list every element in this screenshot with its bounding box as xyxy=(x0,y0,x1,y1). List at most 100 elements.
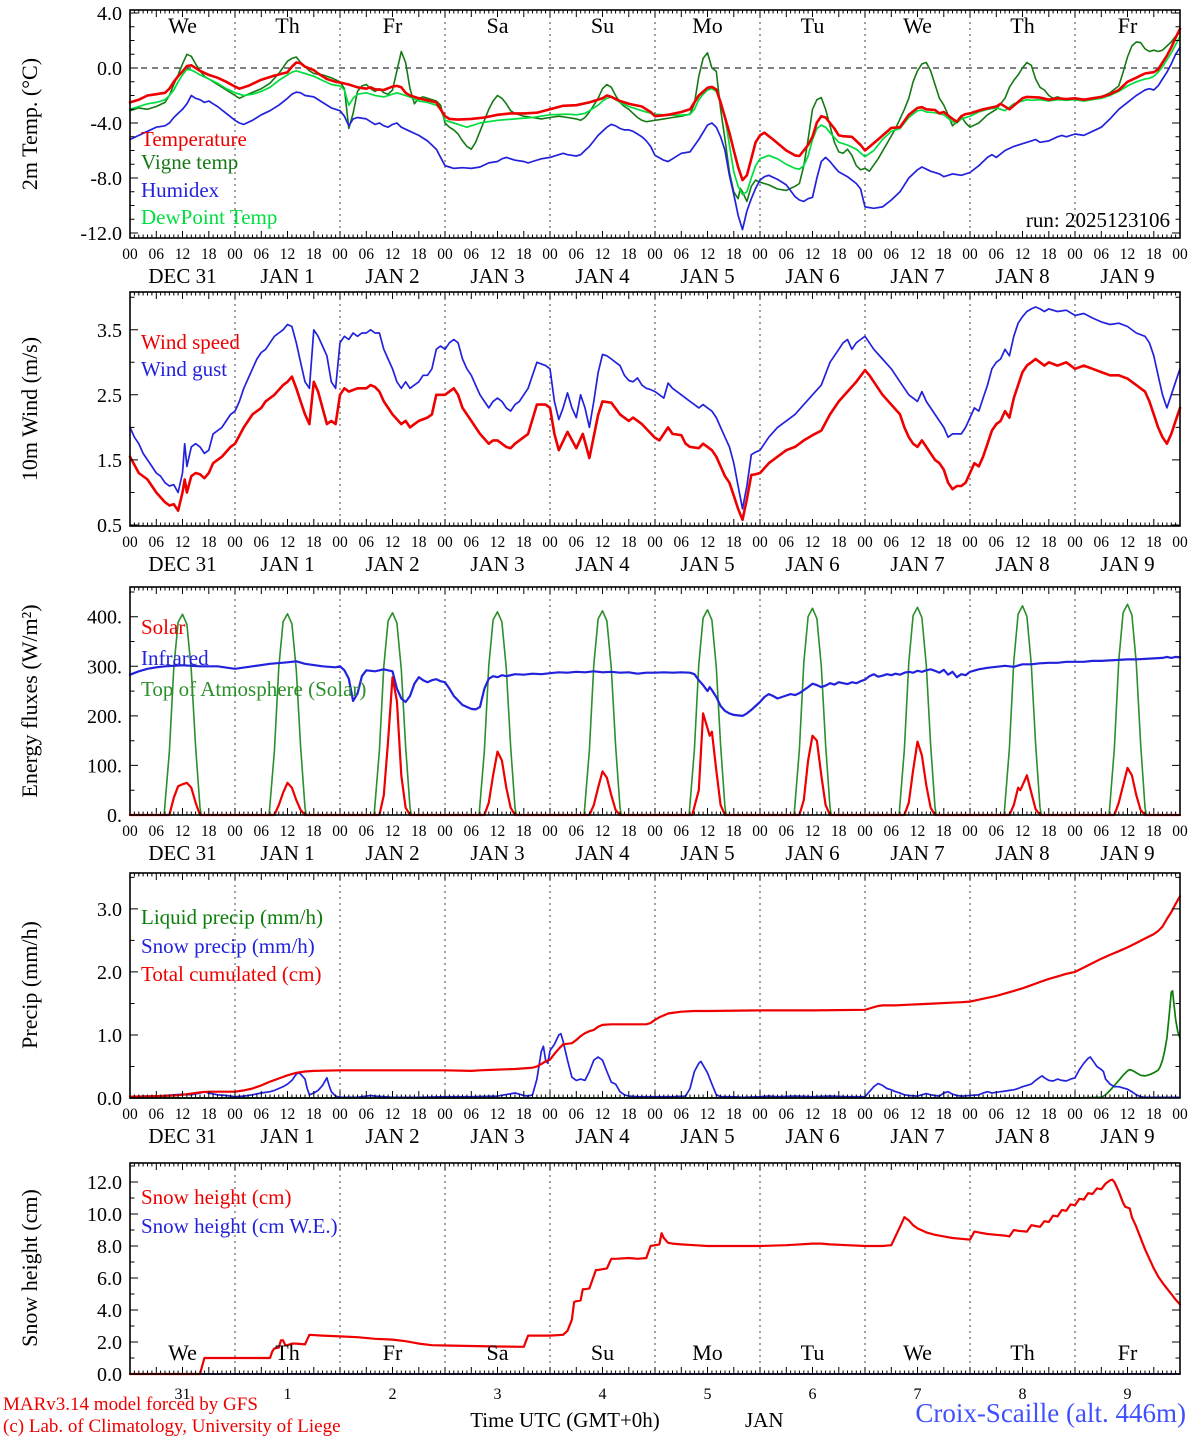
hour-label: 18 xyxy=(306,246,322,263)
legend-temperature: Temperature xyxy=(141,127,247,151)
hour-label: 06 xyxy=(989,1106,1005,1123)
y-tick-label: 10.0 xyxy=(87,1204,122,1226)
hour-label: 06 xyxy=(779,1106,795,1123)
hour-label: 18 xyxy=(726,823,742,840)
day-name-label: Su xyxy=(591,1340,614,1365)
run-label: run: 2025123106 xyxy=(1025,208,1170,232)
hour-label: 00 xyxy=(122,1106,138,1123)
hour-label: 06 xyxy=(149,534,165,551)
legend-dewpoint-temp: DewPoint Temp xyxy=(141,205,278,229)
month-label: JAN 7 xyxy=(890,264,944,288)
hour-label: 12 xyxy=(1015,1106,1031,1123)
month-label: JAN 7 xyxy=(890,552,944,576)
hour-label: 06 xyxy=(464,1106,480,1123)
month-label: JAN 3 xyxy=(470,552,524,576)
series-humidex xyxy=(129,46,1181,231)
day-name-label: Su xyxy=(591,13,614,38)
hour-label: 00 xyxy=(227,246,243,263)
y-tick-label: 1.0 xyxy=(97,1025,122,1047)
day-number-label: 2 xyxy=(389,1386,397,1403)
hour-label: 18 xyxy=(831,823,847,840)
hour-label: 12 xyxy=(910,534,926,551)
hour-label: 00 xyxy=(1067,534,1083,551)
hour-label: 18 xyxy=(726,1106,742,1123)
axis-ticks xyxy=(129,587,1181,816)
month-label: JAN 2 xyxy=(365,841,419,865)
series-total-cumulated xyxy=(128,895,1182,1098)
series-temperature xyxy=(128,27,1182,182)
hour-label: 00 xyxy=(647,823,663,840)
hour-label: 18 xyxy=(936,1106,952,1123)
legend-wind-speed: Wind speed xyxy=(141,330,240,354)
hour-label: 06 xyxy=(569,823,585,840)
hour-label: 12 xyxy=(385,246,401,263)
hour-label: 18 xyxy=(831,1106,847,1123)
y-tick-label: 6.0 xyxy=(97,1268,122,1290)
hour-label: 00 xyxy=(227,823,243,840)
day-name-label: Th xyxy=(275,13,299,38)
hour-label: 06 xyxy=(779,823,795,840)
month-label: JAN 8 xyxy=(995,552,1049,576)
hour-label: 18 xyxy=(621,246,637,263)
hour-label: 00 xyxy=(1172,534,1188,551)
y-tick-label: 4.0 xyxy=(97,3,122,25)
hour-label: 06 xyxy=(1094,246,1110,263)
hour-label: 06 xyxy=(464,246,480,263)
series-infrared xyxy=(128,655,1182,717)
hour-label: 18 xyxy=(1146,534,1162,551)
hour-label: 00 xyxy=(437,1106,453,1123)
day-name-label: Sa xyxy=(487,13,509,38)
hour-label: 00 xyxy=(437,823,453,840)
legend-snow-height: Snow height (cm) xyxy=(141,1185,292,1209)
panel-wind: 3.52.51.50.500 06 12 18 00 06 12 18 00 06 12 18 00 06… xyxy=(97,291,1188,576)
hour-label: 06 xyxy=(779,534,795,551)
y-axis-title-wind: 10m Wind (m/s) xyxy=(17,336,42,482)
panel-flux: 400.300.200.100.0.00 06 12 18 00 06 12 18 00 06 12… xyxy=(87,586,1188,865)
month-label: JAN 9 xyxy=(1100,1124,1154,1148)
hour-label: 12 xyxy=(1120,823,1136,840)
day-number-label: 5 xyxy=(704,1386,712,1403)
month-label: DEC 31 xyxy=(148,264,216,288)
hour-label: 00 xyxy=(962,534,978,551)
hour-label: 06 xyxy=(884,534,900,551)
hour-label: 12 xyxy=(910,1106,926,1123)
day-name-label: We xyxy=(168,1340,197,1365)
y-tick-label: -8.0 xyxy=(90,168,122,190)
month-label: JAN 5 xyxy=(680,552,734,576)
month-label: JAN 5 xyxy=(680,841,734,865)
hour-label: 00 xyxy=(752,1106,768,1123)
month-label: JAN 8 xyxy=(995,1124,1049,1148)
hour-label: 18 xyxy=(1146,246,1162,263)
hour-label: 12 xyxy=(385,534,401,551)
hour-label: 18 xyxy=(936,534,952,551)
hour-label: 18 xyxy=(1146,1106,1162,1123)
day-name-label: Mo xyxy=(692,1340,723,1365)
month-label: JAN 4 xyxy=(575,841,630,865)
hour-label: 06 xyxy=(674,534,690,551)
hour-label: 12 xyxy=(700,823,716,840)
day-number-label: 8 xyxy=(1019,1386,1027,1403)
hour-label: 00 xyxy=(1172,246,1188,263)
y-tick-label: 0.5 xyxy=(97,515,122,537)
hour-label: 06 xyxy=(254,246,270,263)
hour-label: 18 xyxy=(306,1106,322,1123)
hour-label: 18 xyxy=(201,534,217,551)
hour-label: 06 xyxy=(989,823,1005,840)
hour-label: 06 xyxy=(359,246,375,263)
hour-label: 00 xyxy=(962,246,978,263)
day-name-label: We xyxy=(903,1340,932,1365)
hour-label: 12 xyxy=(910,246,926,263)
hour-label: 00 xyxy=(227,1106,243,1123)
hour-label: 00 xyxy=(542,1106,558,1123)
day-name-label: Fr xyxy=(383,1340,403,1365)
day-gridlines xyxy=(234,292,1076,526)
hour-label: 12 xyxy=(595,534,611,551)
hour-label: 00 xyxy=(437,246,453,263)
day-number-label: 1 xyxy=(284,1386,292,1403)
hour-label: 06 xyxy=(149,246,165,263)
legend-total-cumulated: Total cumulated (cm) xyxy=(141,962,322,986)
day-number-label: 9 xyxy=(1124,1386,1132,1403)
hour-label: 18 xyxy=(201,1106,217,1123)
hour-label: 12 xyxy=(805,534,821,551)
